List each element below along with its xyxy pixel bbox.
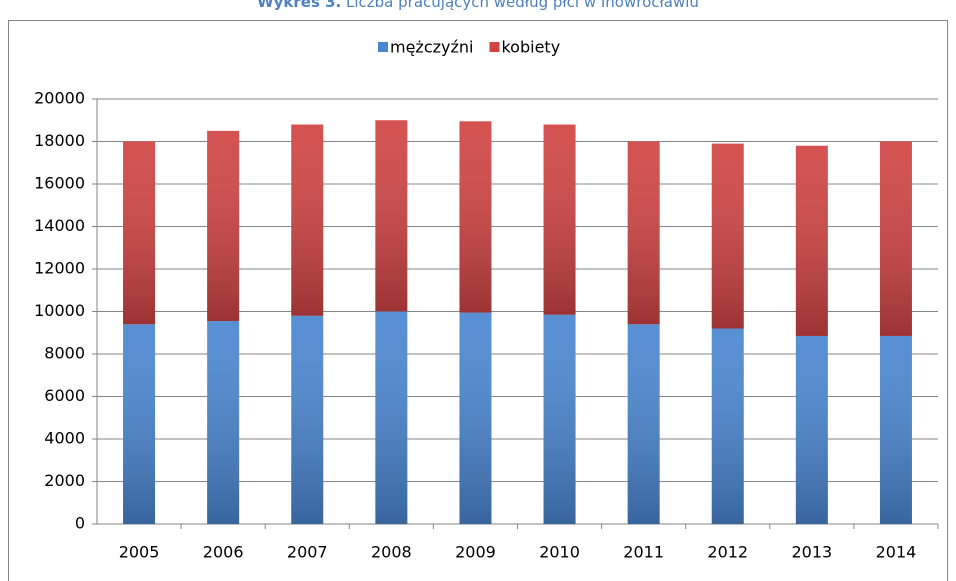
y-tick-label: 0 (75, 514, 85, 533)
bar-shade (711, 143, 744, 329)
y-tick-label: 4000 (44, 429, 85, 448)
bar-shade (711, 328, 744, 524)
legend-swatch (489, 42, 500, 52)
bar-shade (627, 324, 660, 524)
bar-shade (879, 335, 912, 524)
x-tick-label: 2008 (371, 543, 412, 562)
bar-shade (627, 141, 660, 325)
x-tick-label: 2006 (203, 543, 244, 562)
x-tick-label: 2007 (287, 543, 328, 562)
bar-shade (795, 335, 828, 524)
y-tick-label: 10000 (34, 301, 85, 320)
x-tick-label: 2009 (455, 543, 496, 562)
bar-shade (291, 124, 324, 316)
x-tick-label: 2005 (119, 543, 160, 562)
y-tick-label: 16000 (34, 174, 85, 193)
y-tick-label: 14000 (34, 216, 85, 235)
x-tick-label: 2012 (707, 543, 748, 562)
y-tick-label: 18000 (34, 131, 85, 150)
y-tick-label: 6000 (44, 386, 85, 405)
bar-shade (123, 141, 156, 325)
legend-swatch (378, 42, 388, 52)
bar-shade (375, 120, 408, 312)
y-tick-label: 8000 (44, 344, 85, 363)
bar-shade (795, 145, 828, 336)
y-tick-label: 20000 (34, 89, 85, 108)
bar-shade (543, 314, 576, 524)
title-text: Liczba pracujących według płci w Inowroc… (346, 0, 699, 11)
y-tick-label: 12000 (34, 259, 85, 278)
x-tick-label: 2013 (791, 543, 832, 562)
chart-border (8, 20, 948, 581)
title-prefix: Wykres 3. (257, 0, 341, 11)
bar-shade (459, 121, 492, 313)
legend-label: mężczyźni (390, 38, 473, 57)
bar-shade (207, 321, 240, 524)
bar-shade (291, 315, 324, 524)
bar-shade (123, 324, 156, 524)
legend-label: kobiety (501, 38, 560, 57)
chart-title: Wykres 3. Liczba pracujących według płci… (257, 0, 699, 11)
y-tick-label: 2000 (44, 471, 85, 490)
x-tick-label: 2010 (539, 543, 580, 562)
bar-shade (879, 141, 912, 336)
bar-shade (375, 311, 408, 524)
x-tick-label: 2011 (623, 543, 664, 562)
x-tick-label: 2014 (876, 543, 917, 562)
bar-shade (543, 124, 576, 315)
bar-shade (207, 130, 240, 322)
bar-shade (459, 312, 492, 524)
